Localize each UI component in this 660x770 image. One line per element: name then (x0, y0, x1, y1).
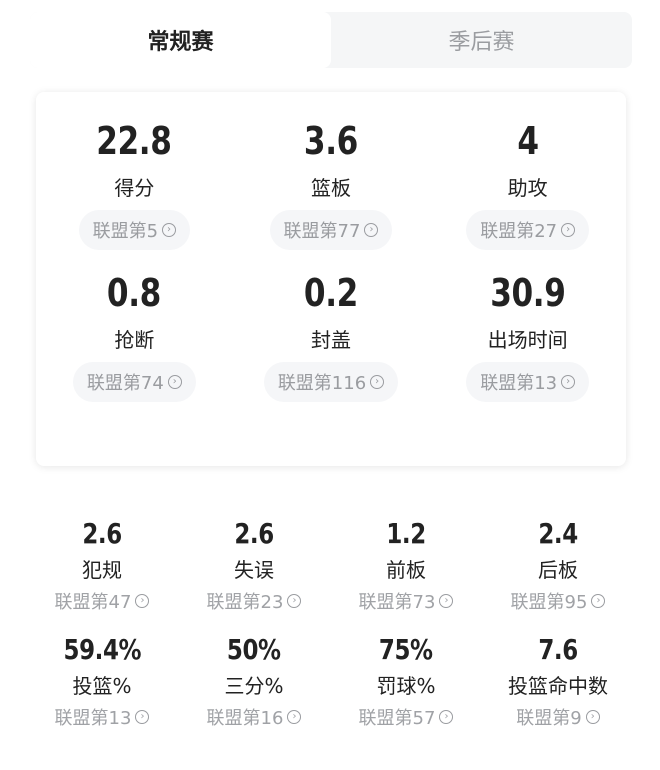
league-rank-text: 联盟第116 (277, 373, 367, 394)
other-stat-item: 2.6 犯规联盟第47 › (26, 520, 178, 614)
stat-value: 1.2 (386, 517, 426, 550)
chevron-right-circle-icon: › (585, 710, 600, 724)
league-rank-text: 联盟第13 (480, 373, 558, 394)
league-rank-link[interactable]: 联盟第16 › (207, 704, 302, 730)
stat-value: 22.8 (96, 119, 173, 163)
main-stats-card: 22.8 得分 联盟第5 › 3.6 篮板 联盟第77 › 4 助攻 联盟第27 › 0.8 抢断 联盟第7… (36, 92, 626, 466)
stat-value: 0.2 (304, 271, 358, 315)
stat-label: 投篮% (72, 674, 132, 698)
league-rank-text: 联盟第9 (516, 708, 582, 729)
stat-value: 2.6 (234, 517, 274, 550)
league-rank-link[interactable]: 联盟第73 › (359, 588, 454, 614)
league-rank-button[interactable]: 联盟第74 › (72, 362, 196, 402)
main-stat-item: 0.2 封盖联盟第116 › (233, 274, 430, 402)
league-rank-text: 联盟第27 (480, 221, 558, 242)
stat-label: 助攻 (507, 176, 548, 200)
chevron-right-circle-icon: › (287, 594, 302, 608)
stat-label: 失误 (234, 558, 274, 582)
league-rank-text: 联盟第16 (206, 708, 284, 729)
chevron-right-circle-icon: › (162, 223, 177, 237)
other-stat-item: 50% 三分% 联盟第16 › (178, 636, 330, 730)
other-stat-item: 7.6 投篮命中数联盟第9 › (482, 636, 634, 730)
stat-value: 59.4% (63, 633, 141, 666)
stat-value: 0.8 (107, 271, 162, 315)
league-rank-text: 联盟第13 (54, 708, 132, 729)
league-rank-text: 联盟第57 (358, 708, 436, 729)
league-rank-link[interactable]: 联盟第9 › (516, 704, 600, 730)
chevron-right-circle-icon: › (167, 375, 182, 389)
stat-label: 抢断 (114, 328, 155, 352)
league-rank-link[interactable]: 联盟第23 › (207, 588, 302, 614)
chevron-right-circle-icon: › (135, 710, 150, 724)
tab-regular-season[interactable]: 常规赛 (30, 12, 331, 68)
league-rank-text: 联盟第5 (92, 221, 159, 242)
main-stat-item: 22.8 得分联盟第5 › (36, 122, 233, 250)
chevron-right-circle-icon: › (364, 223, 379, 237)
stat-value: 50% (227, 633, 281, 666)
stat-label: 得分 (114, 176, 155, 200)
chevron-right-circle-icon: › (135, 594, 150, 608)
league-rank-button[interactable]: 联盟第116 › (263, 362, 399, 402)
stat-label: 犯规 (82, 558, 122, 582)
league-rank-text: 联盟第73 (358, 592, 436, 613)
chevron-right-circle-icon: › (370, 375, 385, 389)
stat-label: 投篮命中数 (508, 674, 608, 698)
chevron-right-circle-icon: › (439, 594, 454, 608)
main-stat-item: 3.6 篮板联盟第77 › (233, 122, 430, 250)
main-stat-item: 4 助攻联盟第27 › (429, 122, 626, 250)
chevron-right-circle-icon: › (561, 223, 576, 237)
other-stat-item: 75% 罚球% 联盟第57 › (330, 636, 482, 730)
season-tabs: 常规赛 季后赛 (30, 12, 632, 68)
stat-label: 封盖 (310, 328, 351, 352)
chevron-right-circle-icon: › (591, 594, 606, 608)
league-rank-link[interactable]: 联盟第13 › (55, 704, 150, 730)
league-rank-button[interactable]: 联盟第13 › (466, 362, 590, 402)
stat-label: 三分% (224, 674, 284, 698)
other-stat-item: 59.4% 投篮% 联盟第13 › (26, 636, 178, 730)
stat-value: 30.9 (490, 271, 566, 315)
league-rank-link[interactable]: 联盟第57 › (359, 704, 454, 730)
stat-label: 后板 (538, 558, 578, 582)
league-rank-text: 联盟第77 (283, 221, 361, 242)
league-rank-link[interactable]: 联盟第47 › (55, 588, 150, 614)
league-rank-text: 联盟第47 (54, 592, 132, 613)
other-stats-grid: 2.6 犯规 联盟第47 › 2.6 失误 联盟第23 › 1.2 前板 联盟第73 › 2.4 后板 联盟… (26, 520, 634, 730)
stat-label: 篮板 (310, 176, 351, 200)
chevron-right-circle-icon: › (287, 710, 302, 724)
league-rank-text: 联盟第74 (86, 373, 164, 394)
stat-value: 2.4 (538, 517, 578, 550)
league-rank-link[interactable]: 联盟第95 › (511, 588, 606, 614)
stat-label: 罚球% (376, 674, 436, 698)
stat-value: 4 (517, 119, 539, 163)
league-rank-text: 联盟第95 (510, 592, 588, 613)
league-rank-button[interactable]: 联盟第5 › (78, 210, 191, 250)
chevron-right-circle-icon: › (439, 710, 454, 724)
league-rank-text: 联盟第23 (206, 592, 284, 613)
stat-value: 3.6 (304, 119, 358, 163)
league-rank-button[interactable]: 联盟第27 › (466, 210, 590, 250)
main-stat-item: 0.8 抢断联盟第74 › (36, 274, 233, 402)
other-stat-item: 2.6 失误联盟第23 › (178, 520, 330, 614)
stat-value: 2.6 (82, 517, 122, 550)
stat-value: 7.6 (538, 633, 578, 666)
stat-value: 75% (379, 633, 433, 666)
main-stat-item: 30.9 出场时间联盟第13 › (429, 274, 626, 402)
stat-label: 前板 (386, 558, 426, 582)
stat-label: 出场时间 (487, 328, 568, 352)
other-stat-item: 2.4 后板联盟第95 › (482, 520, 634, 614)
other-stat-item: 1.2 前板联盟第73 › (330, 520, 482, 614)
tab-playoffs[interactable]: 季后赛 (448, 30, 515, 55)
chevron-right-circle-icon: › (561, 375, 576, 389)
league-rank-button[interactable]: 联盟第77 › (269, 210, 393, 250)
